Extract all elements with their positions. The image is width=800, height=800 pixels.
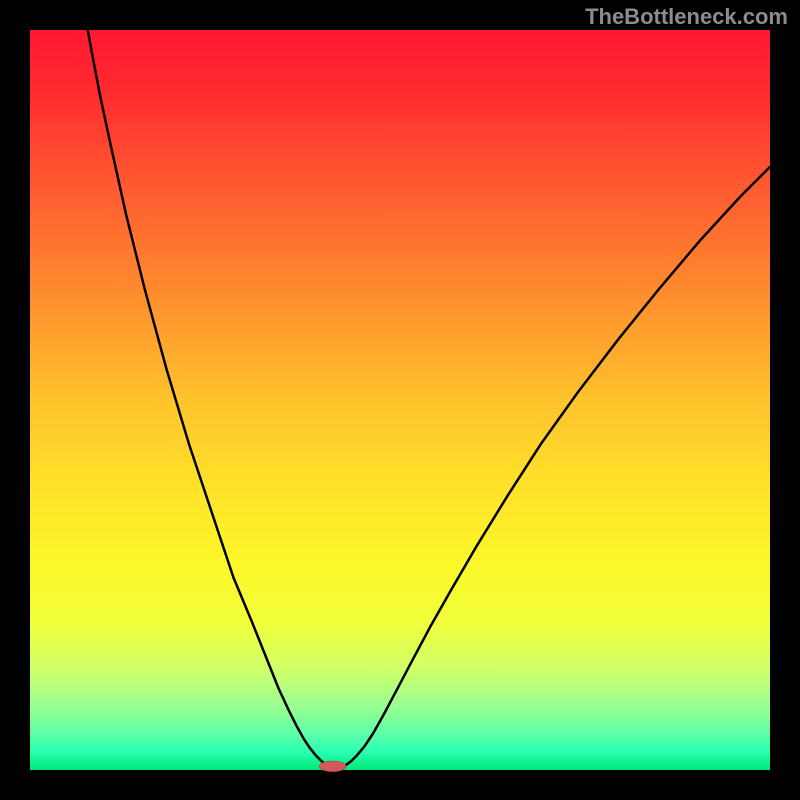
bottleneck-line-chart bbox=[0, 0, 800, 800]
optimal-point-marker bbox=[319, 761, 346, 771]
watermark-text: TheBottleneck.com bbox=[585, 4, 788, 30]
chart-background-gradient bbox=[30, 30, 770, 770]
